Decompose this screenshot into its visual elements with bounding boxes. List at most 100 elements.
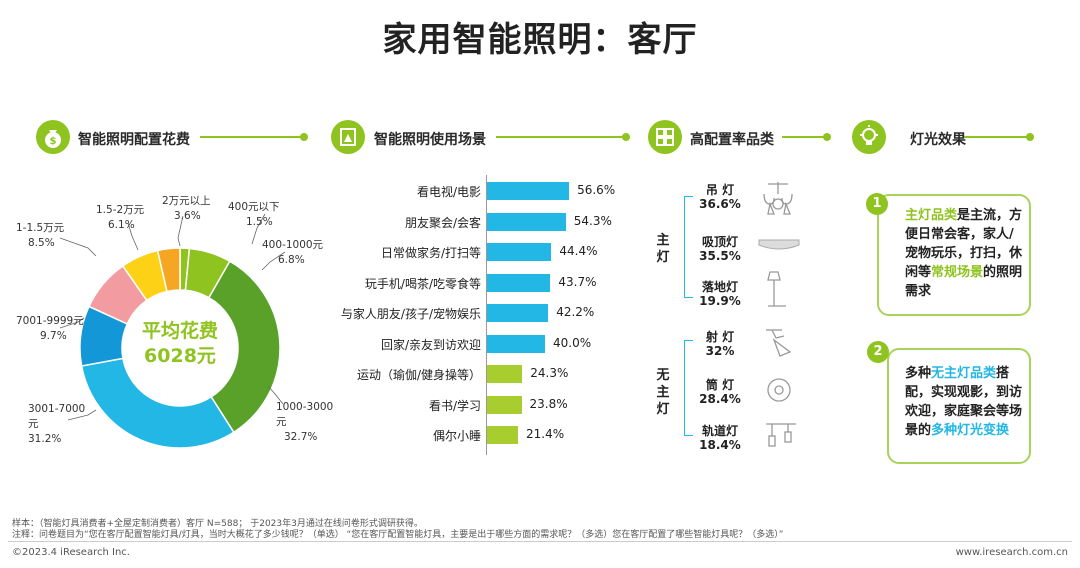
effect-card-1: 主灯品类是主流，方便日常会客，家人/宠物玩乐，打扫，休闲等常规场景的照明需求 <box>877 194 1031 316</box>
bar <box>487 243 552 261</box>
product-value: 32% <box>705 344 735 358</box>
effect-text: 搭配，实现观影，到访欢迎，家庭聚会等场景的 <box>905 366 1023 438</box>
effect-text: 的照明需求 <box>905 265 1023 299</box>
section-title-spend: 智能照明配置花费 <box>78 132 190 148</box>
bar-value-label: 43.7% <box>558 274 597 289</box>
bar <box>487 426 519 444</box>
light-bulb-icon <box>852 120 886 154</box>
product-value: 35.5% <box>699 249 741 263</box>
donut-label-1.5-2w: 1.5-2万元 6.1% <box>96 203 144 233</box>
bar-category-label: 运动（瑜伽/健身操等） <box>356 368 481 382</box>
donut-label-text: 2万元以上 <box>162 195 211 207</box>
svg-text:$: $ <box>50 136 57 147</box>
product-name: 轨道灯 <box>701 424 738 438</box>
downlight-icon <box>767 378 791 402</box>
effect-card-1-text: 主灯品类是主流，方便日常会客，家人/宠物玩乐，打扫，休闲等常规场景的照明需求 <box>905 206 1023 301</box>
donut-label-2w-above: 2万元以上 3.6% <box>162 194 211 224</box>
money-bag-icon: $ <box>36 120 70 154</box>
donut-label-7001-9999: 7001-9999元 9.7% <box>16 314 84 344</box>
bar-category-label: 玩手机/喝茶/吃零食等 <box>364 276 481 291</box>
donut-label-value: 1.5% <box>246 216 273 228</box>
section-divider-dot <box>1026 133 1034 141</box>
bar-value-label: 24.3% <box>530 366 569 380</box>
section-divider <box>782 136 826 138</box>
donut-label-value: 31.2% <box>28 433 62 445</box>
bar <box>487 182 570 200</box>
bar-value-label: 56.6% <box>577 183 616 197</box>
section-divider <box>964 136 1028 138</box>
bar-chart-axis <box>486 175 487 455</box>
donut-slice <box>207 260 281 434</box>
effect-text: 是主流，方便日常会客，家人/宠物玩乐，打扫，休闲等 <box>905 208 1023 280</box>
donut-label-value: 32.7% <box>284 431 318 443</box>
donut-label-text: 1.5-2万元 <box>96 204 145 216</box>
donut-center-label: 平均花费 6028元 <box>118 319 242 369</box>
product-value: 36.6% <box>699 197 741 211</box>
bar-category-label: 偶尔小睡 <box>432 429 481 443</box>
donut-label-text: 1000-3000 <box>276 401 334 413</box>
effect-card-2: 多种无主灯品类搭配，实现观影，到访欢迎，家庭聚会等场景的多种灯光变换 <box>887 348 1031 464</box>
section-title-products: 高配置率品类 <box>690 132 774 148</box>
donut-label-unit: 元 <box>28 418 39 430</box>
donut-label-1-1.5w: 1-1.5万元 8.5% <box>16 221 64 251</box>
footnote-note: 注释：问卷题目为“您在客厅配置智能灯具/灯具，当时大概花了多少钱呢？（单选） “… <box>12 530 784 540</box>
bar-category-label: 与家人朋友/孩子/宠物娱乐 <box>340 307 481 321</box>
section-divider <box>496 136 624 138</box>
donut-label-value: 3.6% <box>174 210 201 222</box>
section-divider-dot <box>823 133 831 141</box>
donut-label-value: 6.8% <box>278 254 305 266</box>
donut-label-text: 1-1.5万元 <box>16 222 65 234</box>
donut-label-tail: 元 <box>276 415 333 430</box>
bar-category-label: 朋友聚会/会客 <box>404 215 481 230</box>
scene-icon <box>331 120 365 154</box>
footnote-sample: 样本：（智能灯具消费者+全屋定制消费者）客厅 N=588； 于2023年3月通过… <box>12 519 423 529</box>
group-label-sub: 无主灯 <box>656 368 670 417</box>
grid-icon <box>648 120 682 154</box>
donut-label-unit: 元 <box>276 416 287 428</box>
bar-category-label: 看书/学习 <box>428 398 481 413</box>
bar-category-label: 日常做家务/打扫等 <box>380 246 481 260</box>
effect-highlight: 常规场景 <box>931 265 984 280</box>
product-name: 射 灯 <box>705 330 735 344</box>
product-value: 28.4% <box>699 392 741 406</box>
page-title: 家用智能照明：客厅 <box>382 20 698 60</box>
donut-label-text: 7001-9999元 <box>16 315 84 327</box>
bar <box>487 304 549 322</box>
effect-highlight: 多种灯光变换 <box>931 423 1010 438</box>
section-title-scenes: 智能照明使用场景 <box>374 132 486 148</box>
donut-center-line2: 6028元 <box>144 345 216 367</box>
donut-label-value: 9.7% <box>40 330 67 342</box>
section-divider-dot <box>300 133 308 141</box>
bar <box>487 273 551 292</box>
bar-value-label: 23.8% <box>529 396 568 411</box>
product-name: 吊 灯 <box>705 183 735 197</box>
donut-label-value: 6.1% <box>108 219 135 231</box>
floor-lamp-icon <box>767 271 786 307</box>
footer-divider <box>8 541 1072 542</box>
donut-label-text: 400-1000元 <box>262 239 324 251</box>
effect-highlight: 主灯品类 <box>905 208 958 223</box>
bar-value-label: 40.0% <box>553 335 592 350</box>
footer-copyright: ©2023.4 iResearch Inc. <box>12 547 130 558</box>
ceiling-light-icon <box>758 239 800 250</box>
donut-label-3001-7000: 3001-7000 元 31.2% <box>28 402 85 447</box>
chandelier-icon <box>763 182 793 215</box>
product-value: 18.4% <box>699 438 741 452</box>
bar <box>487 334 545 353</box>
effect-card-1-number: 1 <box>866 193 888 215</box>
bar <box>487 365 523 383</box>
bar <box>487 395 522 414</box>
product-name: 落地灯 <box>701 280 738 294</box>
donut-label-400-1000: 400-1000元 6.8% <box>262 238 323 268</box>
section-divider <box>200 136 302 138</box>
bar <box>487 212 566 231</box>
donut-label-text: 3001-7000 <box>28 403 86 415</box>
group-bracket-main <box>684 196 693 298</box>
bar-category-label: 回家/亲友到访欢迎 <box>380 337 481 352</box>
bar-category-label: 看电视/电影 <box>416 185 481 199</box>
bar-value-label: 42.2% <box>556 305 595 319</box>
group-label-main: 主灯 <box>656 233 670 265</box>
bar-value-label: 44.4% <box>559 244 598 258</box>
group-bracket-sub <box>684 340 693 436</box>
donut-label-value: 8.5% <box>28 237 55 249</box>
